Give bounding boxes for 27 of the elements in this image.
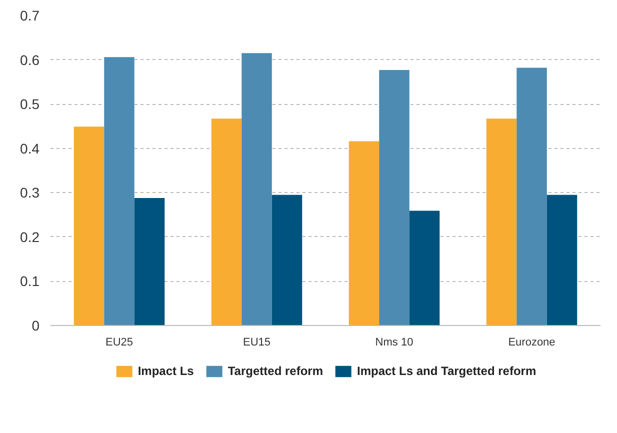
- bar: [409, 210, 440, 326]
- y-tick-label: 0.4: [20, 140, 40, 156]
- bar: [272, 194, 302, 326]
- x-tick-label: Nms 10: [375, 336, 414, 348]
- y-tick-label: 0.1: [20, 273, 40, 290]
- legend-label: Targetted reform: [228, 364, 323, 378]
- x-tick-label: Eurozone: [508, 336, 556, 348]
- y-tick-label: 0.3: [20, 184, 40, 201]
- y-tick-label: 0: [32, 318, 40, 334]
- legend-label: Impact Ls: [138, 364, 194, 378]
- bar: [516, 68, 547, 326]
- x-tick-label: EU25: [105, 336, 134, 348]
- bar: [242, 53, 272, 326]
- bar: [74, 126, 104, 326]
- bar: [134, 198, 165, 326]
- y-tick-label: 0.5: [20, 96, 40, 112]
- x-tick-label: EU15: [242, 336, 271, 348]
- y-tick-label: 0.7: [20, 8, 40, 24]
- legend-label: Impact Ls and Targetted reform: [357, 364, 536, 378]
- bar: [104, 57, 134, 326]
- y-tick-label: 0.6: [20, 52, 40, 68]
- bar: [211, 118, 242, 326]
- bar: [546, 194, 578, 326]
- bar: [348, 141, 380, 326]
- y-tick-label: 0.2: [20, 228, 40, 245]
- bar: [379, 70, 410, 326]
- bar: [486, 118, 517, 326]
